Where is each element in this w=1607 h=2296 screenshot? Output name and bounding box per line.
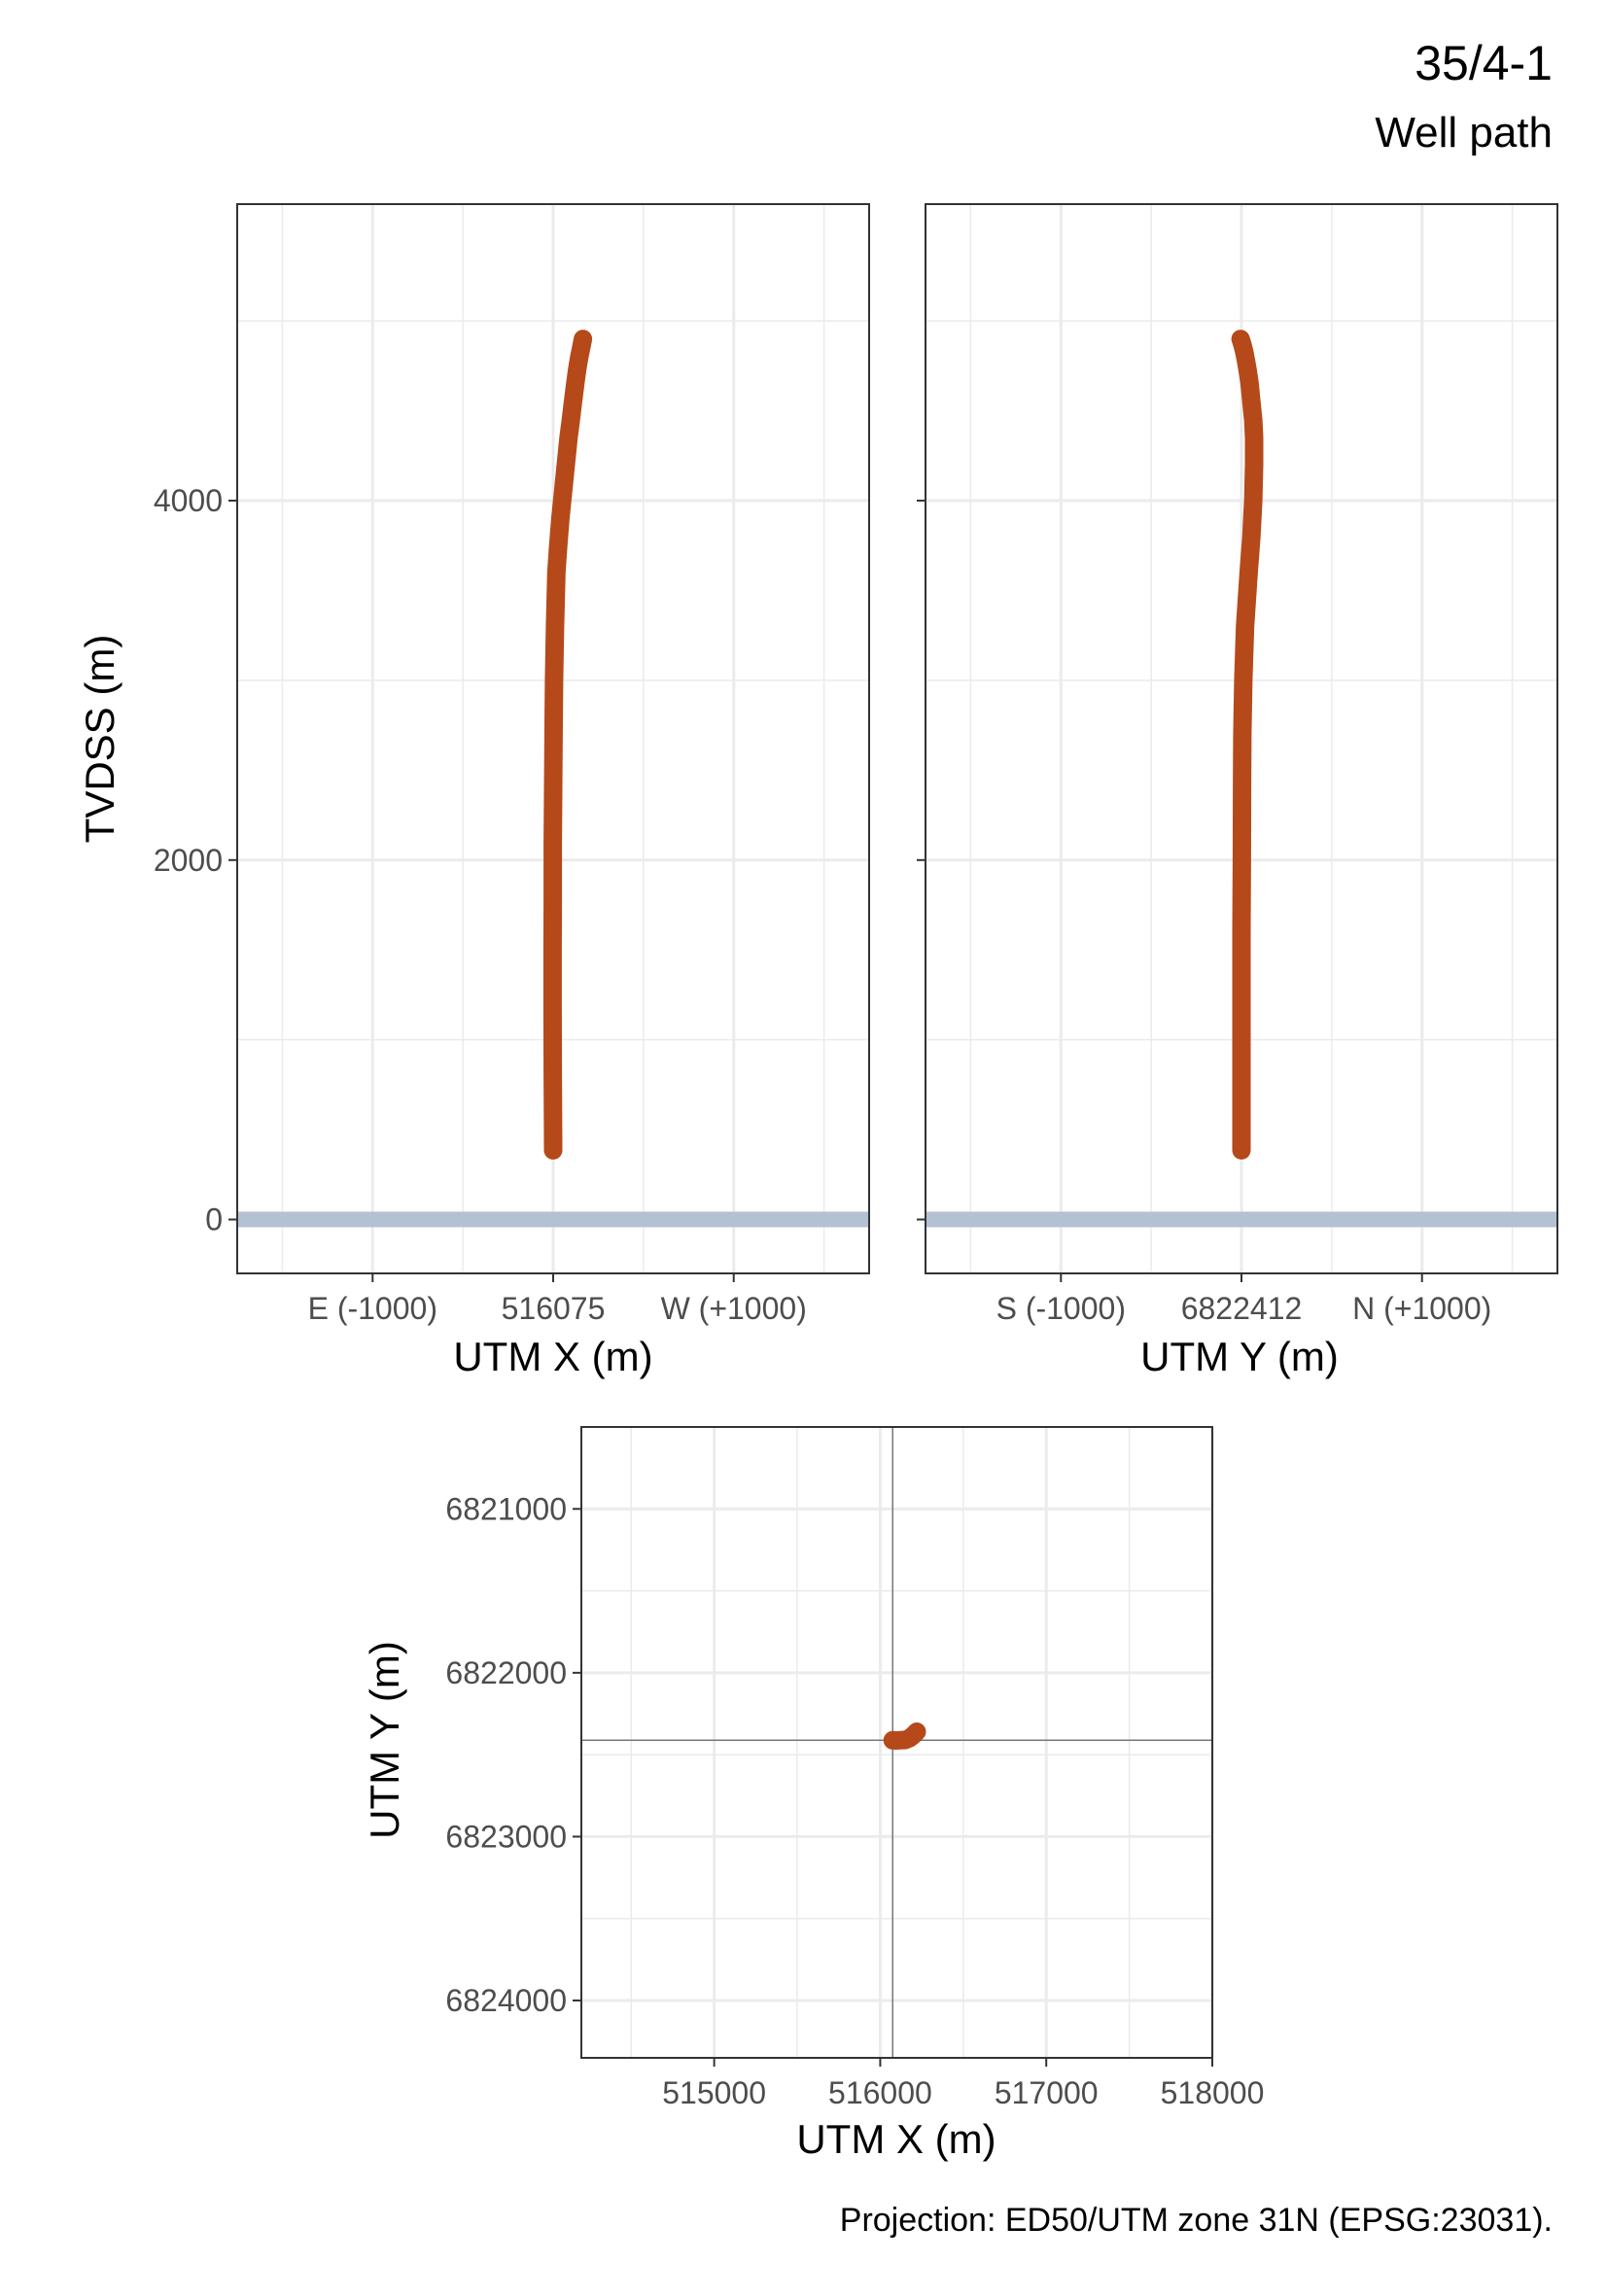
panel-3-y-tick-label-3: 6824000 <box>445 1983 567 2018</box>
panel-1-x-axis-title: UTM X (m) <box>453 1334 652 1379</box>
panel-3-x-tick-label-1: 516000 <box>828 2075 932 2110</box>
panel-3-y-tick-label-2: 6823000 <box>445 1819 567 1854</box>
panel-3-x-axis-title: UTM X (m) <box>796 2116 996 2162</box>
panel-1-y-tick-label-0: 0 <box>205 1202 223 1237</box>
panel-1-y-tick-label-1: 2000 <box>154 843 223 878</box>
panel-1-x-tick-label-1: 516075 <box>502 1291 606 1326</box>
panel-3-x-tick-label-0: 515000 <box>662 2075 766 2110</box>
panel-1-well-path-line-0 <box>542 330 593 1160</box>
panel-2-tick-labels: S (-1000) 6822412 N (+1000) <box>996 1291 1492 1326</box>
panel-1-x-tick-label-2: W (+1000) <box>661 1291 807 1326</box>
panel-3-frame <box>580 1426 1213 2059</box>
panel-2-x-tick-label-2: N (+1000) <box>1352 1291 1491 1326</box>
panel-1-well-path <box>542 330 593 1160</box>
panel-2-x-axis-title: UTM Y (m) <box>1140 1334 1339 1379</box>
panel-3-tick-labels: 515000 516000 517000 518000 6821000 6822000 68… <box>445 1491 1264 2110</box>
panel-3-well-path-line-0 <box>883 1722 926 1750</box>
panel-2-well-path-line-0 <box>1231 330 1264 1160</box>
figure-subtitle: Well path <box>1375 109 1553 157</box>
panel-3-well-path <box>883 1722 926 1750</box>
panel-3-axis-ticks <box>573 1508 1213 2067</box>
panel-3-y-tick-label-1: 6822000 <box>445 1655 567 1690</box>
panel-1-y-tick-label-2: 4000 <box>154 483 223 518</box>
panel-2-axis-ticks <box>917 500 1423 1282</box>
panel-1-tick-labels: E (-1000) 516075 W (+1000) 0 2000 4000 <box>154 483 807 1326</box>
figure-title: 35/4-1 <box>1415 36 1553 90</box>
panel-3-x-tick-label-3: 518000 <box>1161 2075 1265 2110</box>
panel-tvdss-utm-x: E (-1000) 516075 W (+1000) 0 2000 4000 UTM X … <box>77 203 870 1379</box>
panel-tvdss-utm-y: S (-1000) 6822412 N (+1000) UTM Y (m) <box>917 203 1558 1379</box>
panel-2-well-path <box>1231 330 1264 1160</box>
panel-map-view: 515000 516000 517000 518000 6821000 6822000 68… <box>362 1426 1264 2162</box>
panel-3-x-tick-label-2: 517000 <box>995 2075 1099 2110</box>
panel-2-x-tick-label-1: 6822412 <box>1181 1291 1303 1326</box>
panel-1-y-axis-title: TVDSS (m) <box>77 635 122 844</box>
panel-1-axis-ticks <box>228 500 735 1282</box>
panel-2-x-tick-label-0: S (-1000) <box>996 1291 1126 1326</box>
panel-1-x-tick-label-0: E (-1000) <box>308 1291 437 1326</box>
panel-3-border <box>580 1426 1213 2059</box>
panel-3-y-tick-label-0: 6821000 <box>445 1491 567 1526</box>
panel-3-y-axis-title: UTM Y (m) <box>362 1641 407 1839</box>
projection-caption: Projection: ED50/UTM zone 31N (EPSG:2303… <box>840 2202 1553 2239</box>
